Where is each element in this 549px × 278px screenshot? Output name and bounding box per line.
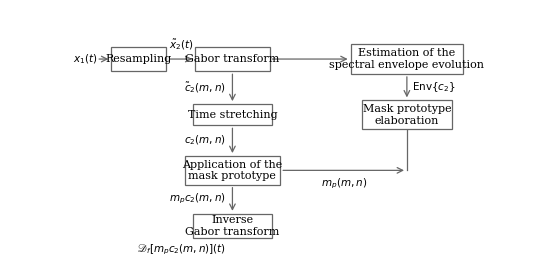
Text: Resampling: Resampling bbox=[106, 54, 172, 64]
Text: $\mathscr{D}_f[\boldsymbol{m_p}c_2(m,n)](t)$: $\mathscr{D}_f[\boldsymbol{m_p}c_2(m,n)]… bbox=[137, 243, 226, 257]
Text: Gabor transform: Gabor transform bbox=[185, 54, 279, 64]
Text: Application of the
mask prototype: Application of the mask prototype bbox=[182, 160, 283, 181]
Text: Mask prototype
elaboration: Mask prototype elaboration bbox=[362, 104, 451, 125]
Text: $\mathrm{Env}\{c_2\}$: $\mathrm{Env}\{c_2\}$ bbox=[412, 80, 456, 94]
Text: $\boldsymbol{m_p}c_2(m,n)$: $\boldsymbol{m_p}c_2(m,n)$ bbox=[169, 192, 226, 207]
FancyBboxPatch shape bbox=[362, 100, 451, 129]
FancyBboxPatch shape bbox=[193, 214, 272, 238]
Text: Estimation of the
spectral envelope evolution: Estimation of the spectral envelope evol… bbox=[329, 48, 484, 70]
FancyBboxPatch shape bbox=[193, 104, 272, 125]
Text: $\tilde{x}_2(t)$: $\tilde{x}_2(t)$ bbox=[169, 38, 193, 52]
Text: $\tilde{c}_2(m,n)$: $\tilde{c}_2(m,n)$ bbox=[184, 80, 226, 95]
FancyBboxPatch shape bbox=[184, 156, 281, 185]
Text: Inverse
Gabor transform: Inverse Gabor transform bbox=[185, 215, 279, 237]
Text: Time stretching: Time stretching bbox=[188, 110, 277, 120]
FancyBboxPatch shape bbox=[111, 47, 166, 71]
Text: $x_1(t)$: $x_1(t)$ bbox=[73, 52, 97, 66]
Text: $\boldsymbol{m_p}(m,n)$: $\boldsymbol{m_p}(m,n)$ bbox=[321, 177, 367, 191]
FancyBboxPatch shape bbox=[195, 47, 270, 71]
FancyBboxPatch shape bbox=[350, 44, 463, 74]
Text: $c_2(m,n)$: $c_2(m,n)$ bbox=[184, 134, 226, 147]
